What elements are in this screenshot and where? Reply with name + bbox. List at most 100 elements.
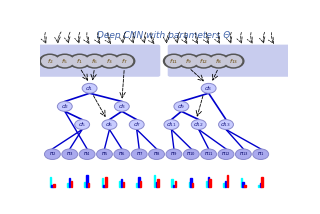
Text: $d_{12}$: $d_{12}$ xyxy=(193,120,204,129)
FancyBboxPatch shape xyxy=(168,45,291,77)
Bar xyxy=(209,179,211,187)
Bar xyxy=(140,181,141,187)
Bar xyxy=(67,183,68,187)
Bar xyxy=(225,181,227,187)
Circle shape xyxy=(183,149,199,159)
Bar xyxy=(53,184,55,187)
Circle shape xyxy=(99,54,120,68)
Bar xyxy=(156,182,157,187)
Bar xyxy=(188,182,190,187)
Circle shape xyxy=(42,56,58,67)
Bar xyxy=(52,185,53,187)
Text: $\pi_2$: $\pi_2$ xyxy=(49,150,56,158)
Circle shape xyxy=(62,149,78,159)
Text: $d_6$: $d_6$ xyxy=(105,120,114,129)
Bar xyxy=(70,181,72,187)
Circle shape xyxy=(201,83,216,93)
Bar xyxy=(260,183,261,187)
Circle shape xyxy=(164,54,184,68)
Circle shape xyxy=(178,54,199,68)
Text: $f_{13}$: $f_{13}$ xyxy=(229,57,238,65)
Bar xyxy=(103,184,105,187)
Bar xyxy=(86,175,88,187)
Text: $f_{1}$: $f_{1}$ xyxy=(76,57,83,65)
Bar xyxy=(157,179,159,187)
Bar xyxy=(227,175,228,187)
Circle shape xyxy=(164,120,179,129)
Circle shape xyxy=(166,56,182,67)
Text: $\pi_5$: $\pi_5$ xyxy=(101,150,108,158)
Text: $f_{2}$: $f_{2}$ xyxy=(47,57,53,65)
Circle shape xyxy=(57,101,72,111)
Circle shape xyxy=(102,120,117,129)
Text: $\pi_1$: $\pi_1$ xyxy=(257,150,264,158)
Text: $d_7$: $d_7$ xyxy=(132,120,141,129)
Bar xyxy=(102,178,103,187)
Text: $f_{8}$: $f_{8}$ xyxy=(215,57,222,65)
Circle shape xyxy=(86,56,103,67)
Circle shape xyxy=(223,54,244,68)
Bar xyxy=(88,183,89,187)
Text: $f_{9}$: $f_{9}$ xyxy=(186,57,192,65)
Circle shape xyxy=(39,54,60,68)
Text: $f_{7}$: $f_{7}$ xyxy=(121,57,128,65)
Text: $d_3$: $d_3$ xyxy=(118,102,126,111)
Bar xyxy=(119,181,121,187)
Text: $d_9$: $d_9$ xyxy=(177,102,186,111)
Circle shape xyxy=(148,149,164,159)
Circle shape xyxy=(236,149,251,159)
Text: $d_{11}$: $d_{11}$ xyxy=(166,120,177,129)
Circle shape xyxy=(191,120,206,129)
Bar xyxy=(105,177,107,187)
Text: $d_{13}$: $d_{13}$ xyxy=(220,120,232,129)
Circle shape xyxy=(196,56,212,67)
Text: $\pi_4$: $\pi_4$ xyxy=(84,150,91,158)
Circle shape xyxy=(225,56,242,67)
Circle shape xyxy=(219,120,234,129)
Text: $\pi_{12}$: $\pi_{12}$ xyxy=(221,150,231,158)
Bar xyxy=(261,177,263,187)
Text: $d_2$: $d_2$ xyxy=(61,102,69,111)
Bar xyxy=(241,178,242,187)
Circle shape xyxy=(131,149,147,159)
Bar xyxy=(173,184,174,187)
Bar xyxy=(242,182,244,187)
Text: $f_{6}$: $f_{6}$ xyxy=(91,57,98,65)
Text: $\pi_3$: $\pi_3$ xyxy=(66,150,73,158)
Bar xyxy=(123,182,124,187)
Circle shape xyxy=(253,149,269,159)
Bar xyxy=(208,177,209,187)
Text: $f_{12}$: $f_{12}$ xyxy=(199,57,208,65)
Bar xyxy=(154,175,155,187)
Bar xyxy=(258,184,260,187)
Circle shape xyxy=(193,54,214,68)
Bar xyxy=(190,178,192,187)
Circle shape xyxy=(69,54,90,68)
Text: $f_{11}$: $f_{11}$ xyxy=(169,57,179,65)
Circle shape xyxy=(174,101,189,111)
Circle shape xyxy=(101,56,118,67)
Bar xyxy=(138,177,140,187)
Circle shape xyxy=(201,149,217,159)
Bar xyxy=(175,181,176,187)
Text: $\pi_{13}$: $\pi_{13}$ xyxy=(238,150,248,158)
Text: $f_{3}$: $f_{3}$ xyxy=(106,57,113,65)
Bar xyxy=(206,181,207,187)
Text: $\pi_7$: $\pi_7$ xyxy=(136,150,143,158)
Circle shape xyxy=(75,120,90,129)
Circle shape xyxy=(166,149,182,159)
Circle shape xyxy=(180,56,197,67)
Circle shape xyxy=(44,149,60,159)
Circle shape xyxy=(114,149,130,159)
Circle shape xyxy=(84,54,105,68)
Circle shape xyxy=(218,149,234,159)
Circle shape xyxy=(82,83,97,93)
Text: $d_1$: $d_1$ xyxy=(85,84,94,93)
Circle shape xyxy=(210,56,227,67)
Text: $d_5$: $d_5$ xyxy=(78,120,86,129)
Bar xyxy=(69,178,70,187)
Bar xyxy=(192,183,194,187)
Circle shape xyxy=(54,54,75,68)
Circle shape xyxy=(79,149,95,159)
Text: $\pi_8$: $\pi_8$ xyxy=(153,150,160,158)
